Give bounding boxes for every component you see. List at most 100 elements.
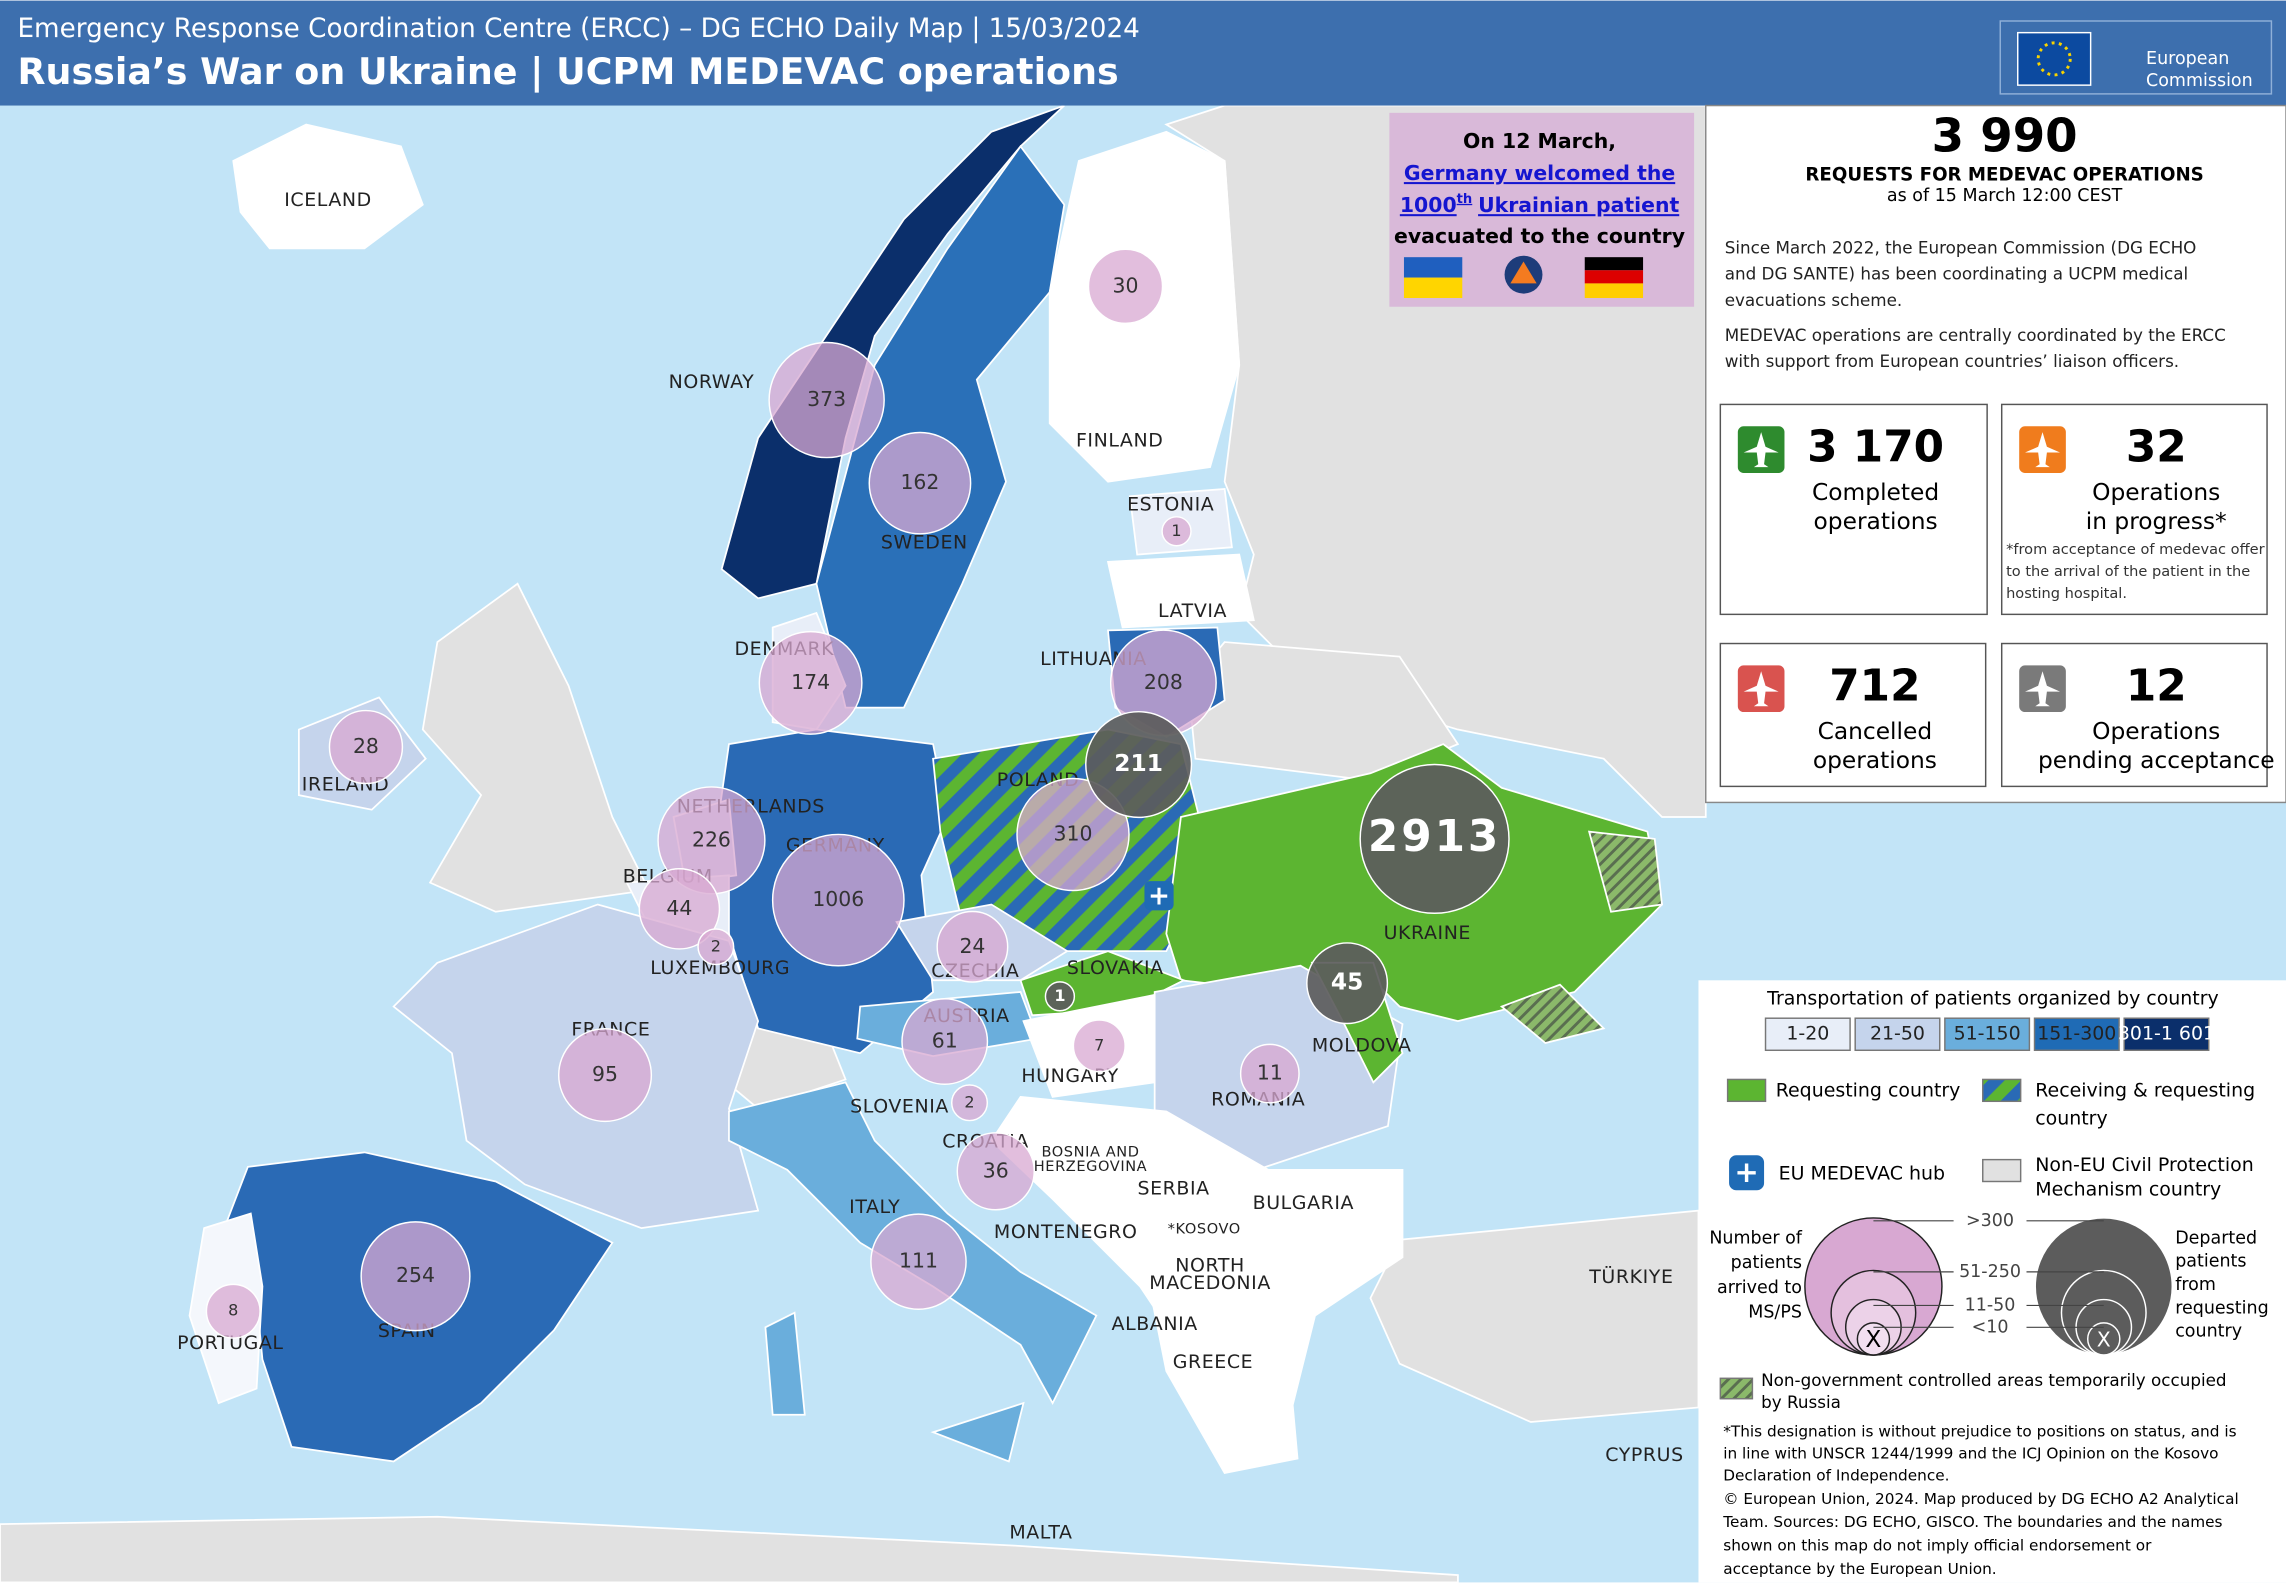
- callout-text: On 12 March,: [1463, 129, 1616, 153]
- departure-value: 45: [1331, 969, 1363, 996]
- card-note: to the arrival of the patient in the: [2006, 563, 2250, 580]
- callout-link-number[interactable]: 1000: [1400, 193, 1457, 217]
- legend-hub: [1729, 1155, 1765, 1191]
- country-label: MONTENEGRO: [994, 1221, 1138, 1243]
- departure-circle: [1044, 981, 1076, 1012]
- country-label: FINLAND: [1076, 429, 1163, 451]
- card-label: Operations: [2092, 479, 2220, 506]
- country-label: BULGARIA: [1253, 1192, 1354, 1214]
- country-label: LATVIA: [1158, 600, 1227, 622]
- arrival-circle: [870, 1213, 967, 1310]
- flag-germany: [1584, 270, 1644, 284]
- card-value: 12: [2126, 661, 2187, 712]
- hub-icon: [1144, 881, 1174, 911]
- legend-size-circle: [2086, 1322, 2121, 1356]
- legend-label: arrived to: [1717, 1278, 1802, 1298]
- card-label: Operations: [2092, 718, 2220, 745]
- arrival-circle: [1161, 516, 1192, 547]
- callout-link[interactable]: 1000th Ukrainian patient: [1400, 191, 1680, 217]
- legend-swatch: [1982, 1078, 2022, 1103]
- country-label: PORTUGAL: [177, 1332, 283, 1354]
- country-label: MOLDOVA: [1312, 1034, 1412, 1056]
- legend: Transportation of patients organized by …: [1709, 988, 2268, 1578]
- legend-class: [1764, 1017, 1851, 1052]
- legend-size-bg: [1953, 1210, 2027, 1232]
- legend-label: country: [2175, 1322, 2242, 1342]
- arrival-circle: [956, 1132, 1035, 1211]
- card-label: pending acceptance: [2038, 747, 2275, 774]
- arrival-circle: [868, 431, 972, 535]
- country-label: MACEDONIA: [1149, 1272, 1271, 1294]
- legend-label: from: [2175, 1275, 2216, 1295]
- departure-value: 1: [1054, 986, 1065, 1005]
- legend-swatch: [1726, 1078, 1767, 1103]
- legend-label: Departed: [2175, 1228, 2257, 1248]
- callout-text: evacuated to the country: [1394, 224, 1685, 248]
- legend-label: MS/PS: [1748, 1303, 1802, 1323]
- header-bar: [0, 0, 2286, 106]
- card-plane: [2025, 671, 2061, 707]
- country-label: SERBIA: [1138, 1177, 1210, 1199]
- footnote: Declaration of Independence.: [1723, 1466, 1949, 1484]
- arrival-value: 254: [396, 1263, 435, 1287]
- legend-class: [1944, 1017, 2031, 1052]
- country-label: ALBANIA: [1112, 1313, 1198, 1335]
- arrival-circle: [1016, 777, 1130, 892]
- intro-line: with support from European countries’ li…: [1725, 351, 2179, 371]
- legend-size-label: >300: [1966, 1211, 2014, 1231]
- country-label: NORTH: [1175, 1255, 1245, 1277]
- country-label: ICELAND: [284, 189, 372, 211]
- arrival-circle: [697, 928, 735, 966]
- arrival-circle: [1239, 1043, 1300, 1104]
- card-label: Completed: [1812, 479, 1939, 506]
- arrival-value: 8: [228, 1301, 238, 1320]
- credits: © European Union, 2024. Map produced by …: [1723, 1490, 2238, 1508]
- arrival-value: 1006: [812, 887, 864, 911]
- card-value: 32: [2126, 422, 2187, 473]
- country-label: TÜRKIYE: [1588, 1265, 1673, 1288]
- country-label: CYPRUS: [1605, 1444, 1683, 1466]
- arrival-circle: [638, 868, 721, 950]
- uk-shape: [421, 582, 651, 913]
- legend-label: Mechanism country: [2035, 1179, 2221, 1201]
- card-label: operations: [1814, 508, 1938, 535]
- arrival-value: 2: [711, 936, 721, 955]
- greece-shape: [1150, 1297, 1299, 1475]
- legend-class: [2033, 1017, 2120, 1052]
- arrival-circle: [901, 998, 989, 1085]
- legend-label: requesting: [2175, 1298, 2269, 1318]
- card-plane: [1743, 671, 1779, 707]
- intro: Since March 2022, the European Commissio…: [1725, 237, 2226, 371]
- legend-size-label: 11-50: [1965, 1295, 2016, 1315]
- arrival-value: 28: [353, 734, 379, 758]
- card-plane: [1743, 432, 1779, 468]
- card-value: 712: [1829, 661, 1920, 712]
- callout-link[interactable]: Germany welcomed the: [1404, 161, 1675, 185]
- arrival-circle: [758, 630, 863, 735]
- legend-label: EU MEDEVAC hub: [1779, 1163, 1945, 1185]
- flag-germany: [1584, 283, 1644, 298]
- callout-link-sup[interactable]: th: [1457, 191, 1473, 206]
- legend-class-label: 51-150: [1954, 1023, 2021, 1045]
- flag-germany: [1584, 257, 1644, 271]
- legend-swatch: [1719, 1377, 1754, 1400]
- legend-label: country: [2035, 1107, 2107, 1129]
- country-label: UKRAINE: [1384, 922, 1471, 944]
- arrival-circle: [360, 1221, 471, 1332]
- arrival-circle: [1087, 248, 1164, 325]
- callout-link-text[interactable]: Ukrainian patient: [1478, 193, 1679, 217]
- country-label: ITALY: [849, 1196, 900, 1218]
- country-label: BOSNIA AND: [1041, 1143, 1139, 1160]
- country-label: LUXEMBOURG: [650, 957, 790, 979]
- card-label: operations: [1813, 747, 1937, 774]
- arrival-value: 24: [959, 934, 985, 958]
- legend-x: X: [1865, 1326, 1881, 1353]
- legend-size-bg: [1953, 1261, 2027, 1283]
- header-subtitle: Emergency Response Coordination Centre (…: [17, 14, 1139, 44]
- arrival-circle: [557, 1028, 653, 1123]
- latvia-shape: [1106, 553, 1255, 629]
- countries: +: [0, 104, 1707, 1583]
- legend-size-label: 51-250: [1959, 1262, 2021, 1282]
- arrival-value: 95: [592, 1062, 618, 1086]
